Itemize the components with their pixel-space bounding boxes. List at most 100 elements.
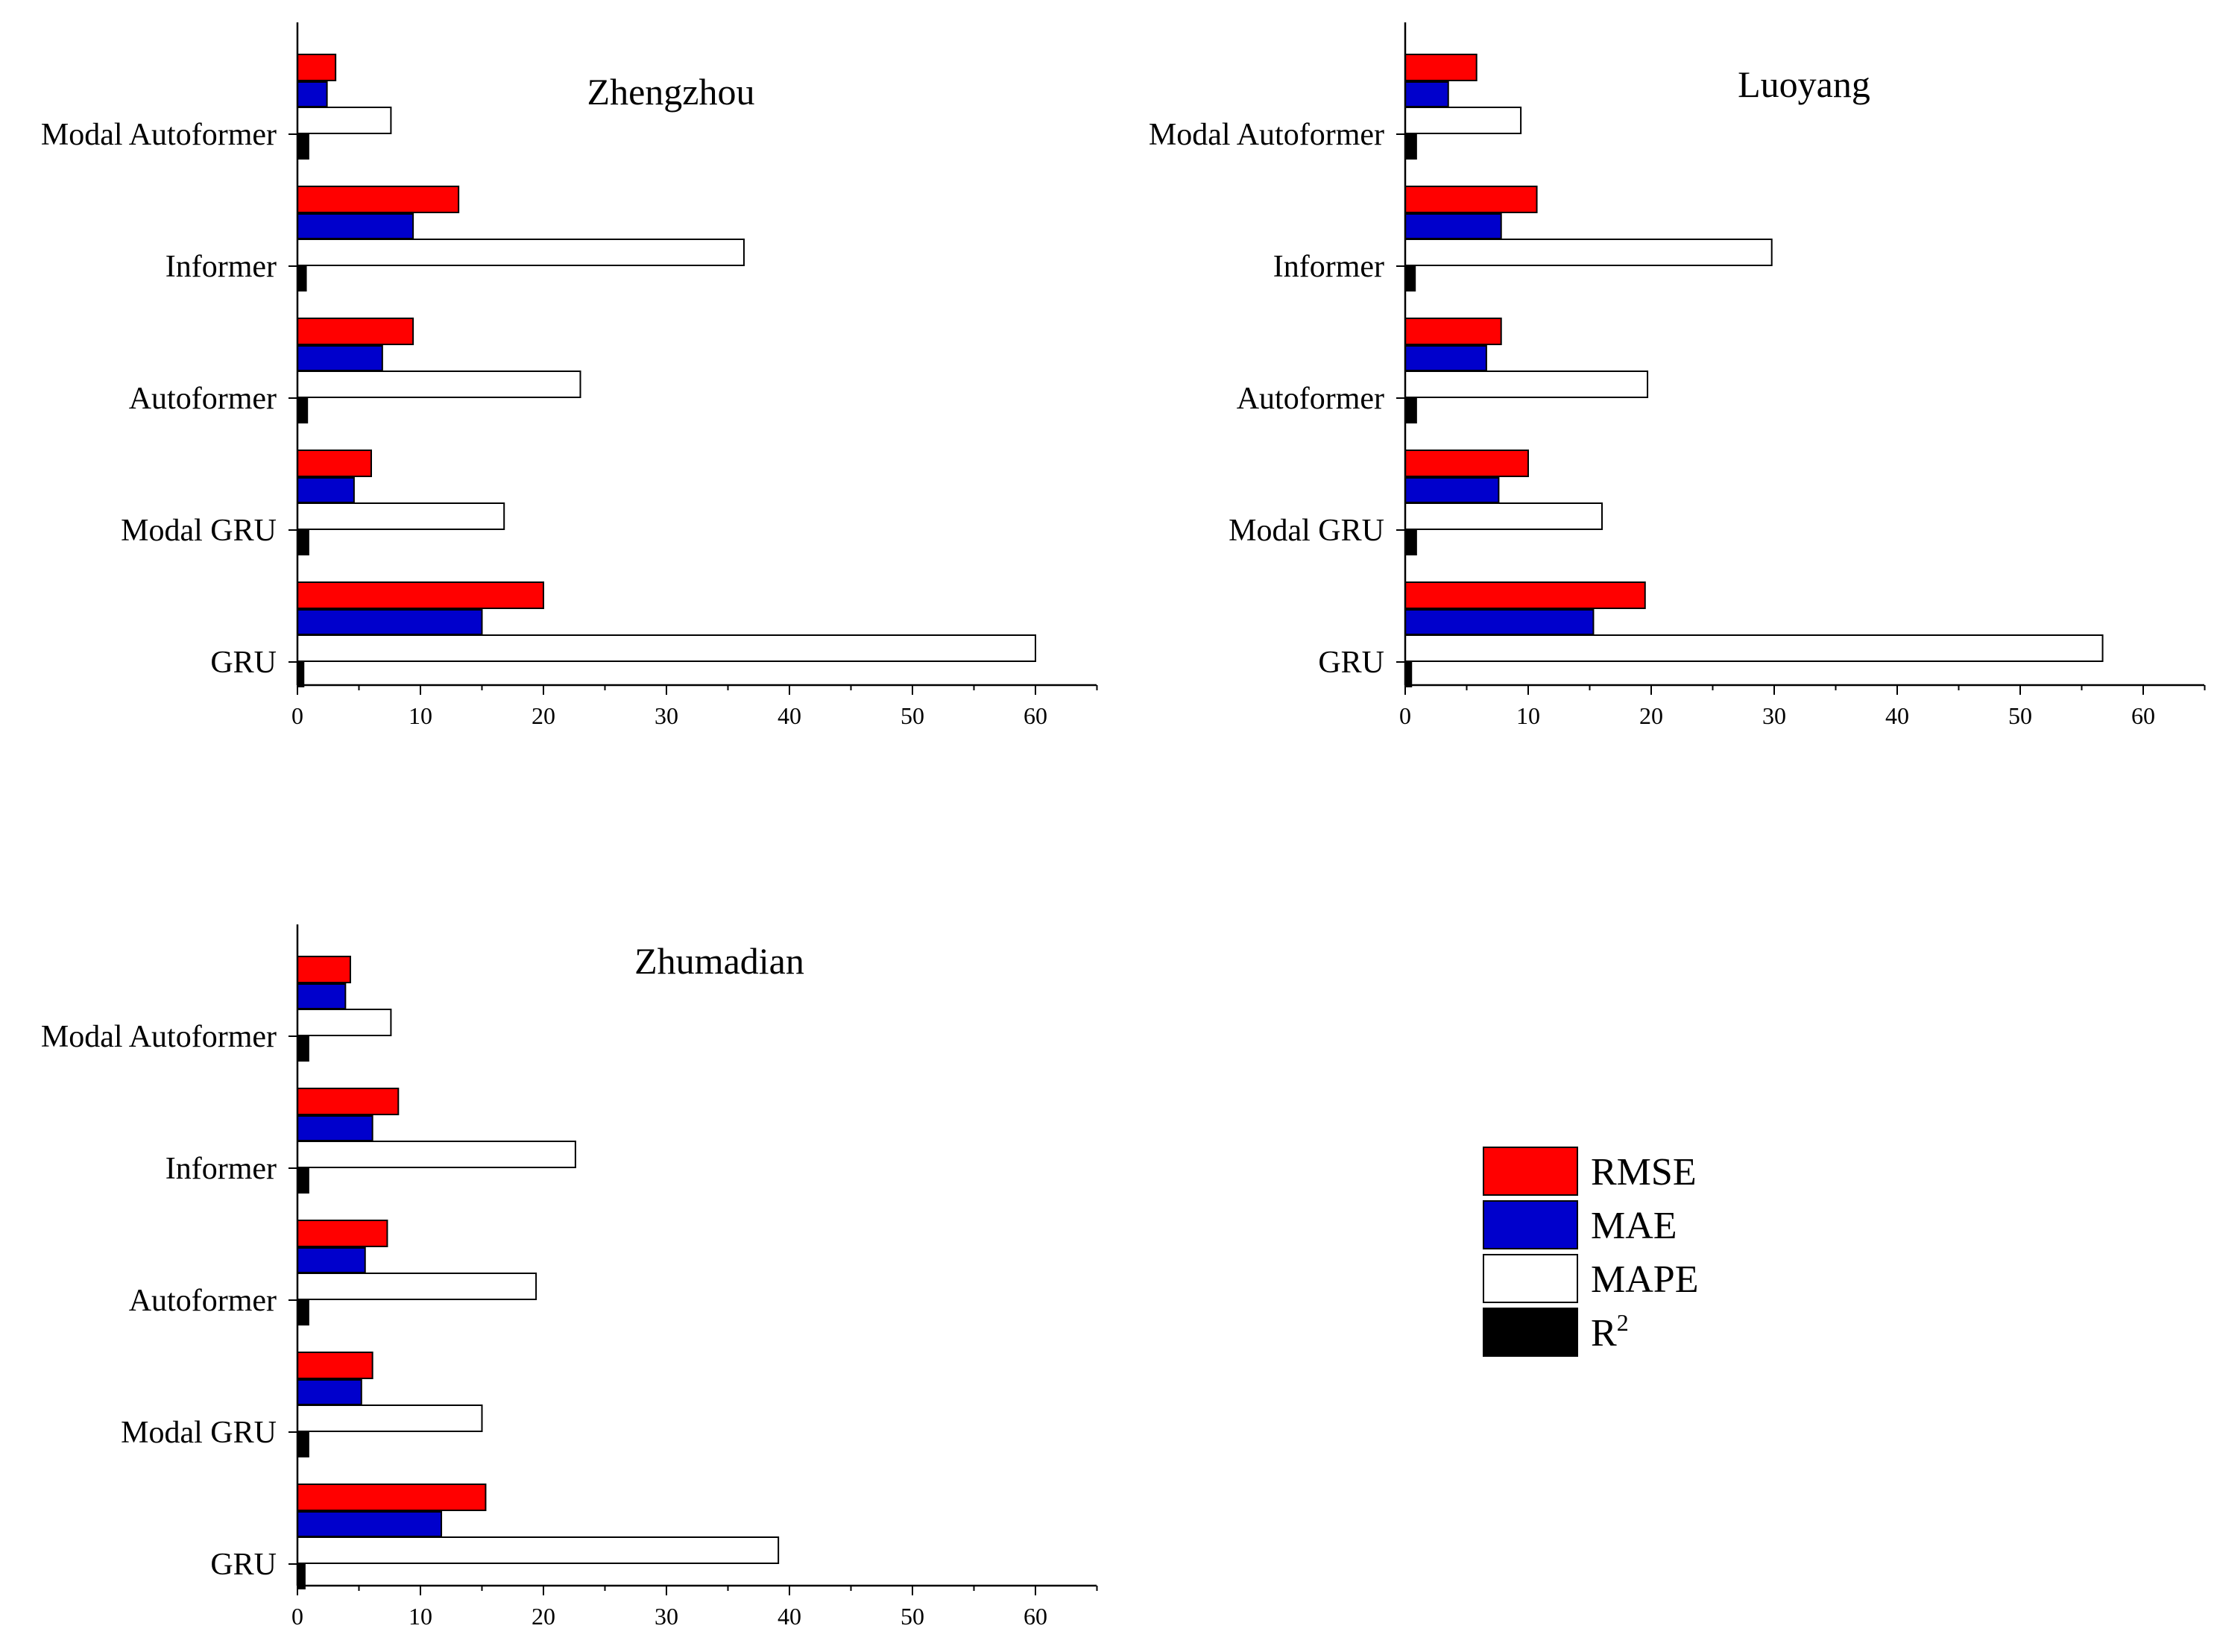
bar-mape-informer — [297, 239, 745, 266]
x-tick-label-0: 0 — [291, 1603, 303, 1630]
panel-luoyang: Modal Autoformer Informer Autoformer Modal … — [1149, 22, 2206, 729]
bar-rmse-informer — [1404, 186, 1538, 213]
bar-mape-modal-gru — [297, 1404, 483, 1432]
x-tick-label-50: 50 — [901, 1603, 924, 1630]
bar-r2-modal-gru — [297, 529, 309, 555]
x-tick-label-30: 30 — [655, 702, 678, 729]
category-label-modal-autoformer: Modal Autoformer — [1149, 118, 1384, 152]
x-tick-label-60: 60 — [2131, 702, 2155, 729]
bar-mae-modal-autoformer — [297, 81, 328, 107]
bar-mape-autoformer — [297, 1273, 537, 1300]
category-label-informer: Informer — [165, 1152, 277, 1186]
bar-r2-informer — [1404, 265, 1416, 291]
bar-rmse-modal-gru — [297, 450, 372, 477]
x-tick-label-50: 50 — [901, 702, 924, 729]
bar-rmse-modal-autoformer — [1404, 54, 1478, 81]
chart-title-luoyang: Luoyang — [1738, 63, 1870, 105]
x-tick-label-20: 20 — [532, 702, 555, 729]
category-label-gru: GRU — [1318, 646, 1384, 680]
legend-label-mape: MAPE — [1591, 1258, 1698, 1301]
bar-rmse-modal-gru — [1404, 450, 1529, 477]
legend-swatch-mae — [1483, 1200, 1578, 1249]
bar-rmse-gru — [297, 581, 544, 609]
legend-swatch-r2 — [1483, 1308, 1578, 1357]
bar-rmse-informer — [297, 1088, 400, 1115]
bar-r2-autoformer — [297, 397, 309, 423]
bar-rmse-informer — [297, 186, 460, 213]
bar-mape-gru — [297, 634, 1036, 662]
category-label-modal-gru: Modal GRU — [1229, 514, 1384, 548]
category-label-modal-autoformer: Modal Autoformer — [41, 118, 277, 152]
bar-mae-gru — [1404, 609, 1595, 635]
bar-mape-gru — [297, 1536, 780, 1564]
chart-title-zhumadian: Zhumadian — [634, 940, 804, 982]
bar-mape-autoformer — [1404, 371, 1649, 398]
bar-rmse-modal-autoformer — [297, 54, 337, 81]
legend: RMSE MAE MAPE R2 — [1483, 1147, 1698, 1357]
category-label-modal-autoformer: Modal Autoformer — [41, 1020, 277, 1054]
x-tick-label-30: 30 — [655, 1603, 678, 1630]
bar-r2-modal-gru — [1404, 529, 1417, 555]
legend-label-rmse: RMSE — [1591, 1151, 1697, 1194]
bar-mae-modal-gru — [297, 477, 355, 503]
bar-mape-modal-autoformer — [297, 1009, 392, 1036]
bar-rmse-autoformer — [297, 1220, 388, 1247]
category-label-gru: GRU — [210, 646, 277, 680]
x-tick-label-40: 40 — [1885, 702, 1909, 729]
x-tick-label-40: 40 — [778, 702, 801, 729]
panel-zhengzhou: Modal Autoformer Informer Autoformer Modal … — [41, 22, 1098, 729]
bar-r2-modal-autoformer — [297, 133, 309, 160]
x-tick-label-0: 0 — [1399, 702, 1411, 729]
bar-r2-modal-gru — [297, 1431, 309, 1457]
x-tick-label-50: 50 — [2008, 702, 2032, 729]
bar-mae-modal-gru — [297, 1379, 362, 1405]
bar-mape-informer — [297, 1141, 576, 1168]
bar-r2-autoformer — [297, 1299, 309, 1325]
x-tick-label-0: 0 — [291, 702, 303, 729]
x-tick-label-20: 20 — [532, 1603, 555, 1630]
bar-mae-informer — [297, 213, 414, 239]
bar-rmse-modal-autoformer — [297, 956, 351, 983]
category-label-modal-gru: Modal GRU — [121, 1416, 277, 1450]
bar-mape-modal-gru — [297, 502, 505, 530]
bar-rmse-autoformer — [297, 318, 414, 345]
bar-mape-informer — [1404, 239, 1773, 266]
category-label-gru: GRU — [210, 1548, 277, 1582]
x-tick-label-60: 60 — [1024, 1603, 1047, 1630]
x-tick-label-10: 10 — [409, 1603, 432, 1630]
x-tick-label-20: 20 — [1639, 702, 1663, 729]
bar-r2-autoformer — [1404, 397, 1417, 423]
bar-r2-informer — [297, 265, 307, 291]
bar-mape-gru — [1404, 634, 2104, 662]
bar-mae-modal-autoformer — [1404, 81, 1449, 107]
chart-title-zhengzhou: Zhengzhou — [587, 71, 755, 113]
x-tick-label-40: 40 — [778, 1603, 801, 1630]
bar-mae-informer — [297, 1115, 373, 1141]
bar-r2-modal-autoformer — [1404, 133, 1417, 160]
panel-zhumadian: Modal Autoformer Informer Autoformer Modal … — [41, 924, 1098, 1630]
category-label-autoformer: Autoformer — [1237, 382, 1384, 416]
x-tick-label-10: 10 — [409, 702, 432, 729]
bar-mae-autoformer — [1404, 345, 1487, 371]
bar-mape-autoformer — [297, 371, 581, 398]
x-tick-label-60: 60 — [1024, 702, 1047, 729]
bar-mape-modal-autoformer — [1404, 107, 1522, 134]
legend-label-mae: MAE — [1591, 1205, 1677, 1247]
bar-mae-autoformer — [297, 1247, 366, 1273]
category-label-autoformer: Autoformer — [129, 382, 277, 416]
bar-mae-modal-autoformer — [297, 983, 347, 1009]
bar-mae-gru — [297, 609, 483, 635]
bar-mae-modal-gru — [1404, 477, 1500, 503]
x-tick-label-30: 30 — [1762, 702, 1786, 729]
bar-rmse-gru — [1404, 581, 1646, 609]
category-label-autoformer: Autoformer — [129, 1284, 277, 1318]
bar-r2-informer — [297, 1167, 309, 1194]
bar-rmse-autoformer — [1404, 318, 1502, 345]
bar-rmse-gru — [297, 1484, 487, 1511]
legend-swatch-mape — [1483, 1254, 1578, 1303]
legend-swatch-rmse — [1483, 1147, 1578, 1196]
x-tick-label-10: 10 — [1516, 702, 1540, 729]
bar-mape-modal-autoformer — [297, 107, 392, 134]
bar-mape-modal-gru — [1404, 502, 1603, 530]
